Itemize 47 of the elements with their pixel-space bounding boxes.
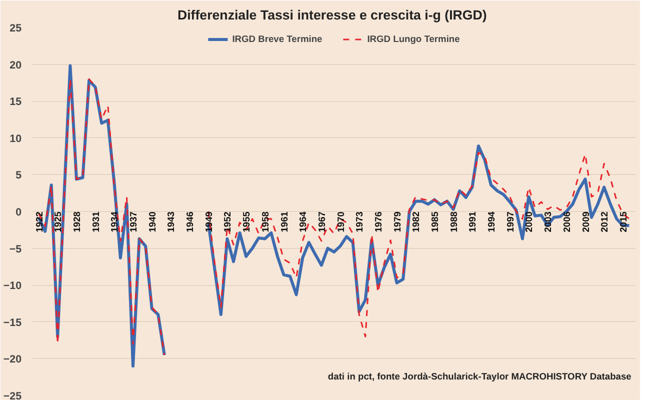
x-tick-label: 1958 bbox=[260, 211, 270, 232]
x-tick-label: 2012 bbox=[600, 211, 610, 232]
y-tick-label: 10 bbox=[10, 132, 22, 145]
x-tick-label: 1952 bbox=[222, 211, 233, 232]
x-tick-label: 2003 bbox=[543, 211, 554, 232]
x-tick-label: 1928 bbox=[72, 211, 82, 232]
x-tick-label: 2006 bbox=[562, 211, 572, 232]
x-tick-label: 1985 bbox=[430, 211, 440, 232]
x-tick-label: 1955 bbox=[242, 211, 252, 232]
x-tick-label: 1988 bbox=[448, 211, 459, 232]
x-tick-label: 1979 bbox=[392, 211, 402, 232]
y-tick-label: 15 bbox=[10, 96, 22, 108]
y-tick-label: −5 bbox=[9, 243, 22, 256]
x-tick-label: 1976 bbox=[373, 211, 384, 232]
x-tick-label: 1940 bbox=[147, 211, 158, 232]
x-tick-label: 1991 bbox=[468, 211, 478, 232]
y-tick-label: −10 bbox=[3, 280, 22, 292]
y-tick-label: 25 bbox=[10, 22, 22, 34]
x-tick-label: 1970 bbox=[336, 211, 346, 232]
chart-title: Differenziale Tassi interesse e crescita i-g (IRGD) bbox=[177, 8, 487, 22]
x-tick-label: 1982 bbox=[411, 211, 422, 232]
x-tick-label: 1922 bbox=[34, 211, 44, 232]
legend-label: IRGD Breve Termine bbox=[232, 34, 322, 44]
x-tick-label: 1964 bbox=[298, 210, 308, 232]
x-tick-label: 2015 bbox=[618, 211, 628, 232]
x-tick-label: 1931 bbox=[90, 211, 101, 232]
y-tick-label: 5 bbox=[16, 170, 22, 182]
x-tick-label: 2009 bbox=[580, 211, 591, 232]
x-tick-label: 1943 bbox=[166, 211, 176, 232]
x-tick-label: 1967 bbox=[316, 211, 327, 232]
x-tick-label: 1946 bbox=[185, 211, 196, 232]
x-tick-label: 2000 bbox=[524, 211, 534, 232]
x-tick-label: 1937 bbox=[128, 211, 138, 232]
y-tick-label: −15 bbox=[3, 316, 22, 329]
x-tick-label: 1925 bbox=[53, 211, 64, 232]
y-tick-label: −20 bbox=[3, 354, 22, 366]
y-tick-label: 0 bbox=[16, 206, 22, 218]
x-tick-label: 1934 bbox=[110, 210, 120, 232]
annotation: dati in pct, fonte Jordà-Schularick-Taylor MACROHISTORY Database bbox=[328, 372, 632, 382]
x-tick-label: 1973 bbox=[354, 211, 365, 232]
x-tick-label: 1997 bbox=[505, 211, 516, 232]
y-tick-label: −25 bbox=[3, 390, 22, 402]
y-tick-label: 20 bbox=[10, 59, 22, 72]
x-tick-label: 1949 bbox=[204, 211, 214, 232]
x-tick-label: 1961 bbox=[279, 211, 290, 232]
legend-label: IRGD Lungo Termine bbox=[367, 34, 460, 44]
x-tick-label: 1994 bbox=[486, 210, 497, 232]
